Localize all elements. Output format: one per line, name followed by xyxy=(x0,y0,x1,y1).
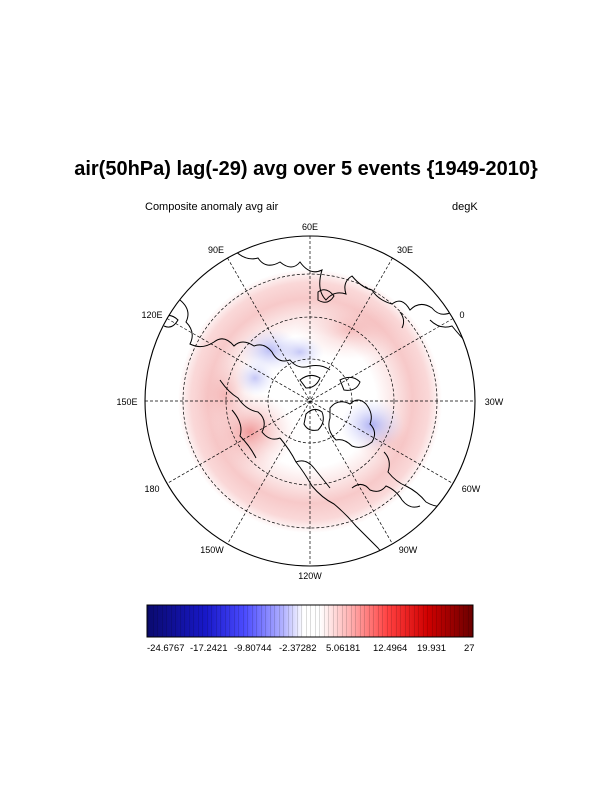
colorbar-label-0: -24.6767 xyxy=(147,643,185,654)
colorbar-label-3: -2.37282 xyxy=(279,643,317,654)
colorbar-label-4: 5.06181 xyxy=(326,643,361,654)
lon-label-90e: 90E xyxy=(208,245,224,255)
lon-label-60w: 60W xyxy=(462,484,481,494)
lon-label-30e: 30E xyxy=(397,245,413,255)
lon-label-150w: 150W xyxy=(200,545,224,555)
lon-label-150e: 150E xyxy=(116,397,137,407)
lon-label-120e: 120E xyxy=(141,310,162,320)
colorbar-label-2: -9.80744 xyxy=(234,643,272,654)
longitude-labels: 60E 30E 0 30W 60W 90W 120W 150W 180 150E… xyxy=(116,222,503,581)
colorbar xyxy=(146,604,474,638)
lon-label-0: 0 xyxy=(459,310,464,320)
colorbar-segments xyxy=(147,605,473,637)
plot-title: air(50hPa) lag(-29) avg over 5 events {1… xyxy=(74,158,538,180)
lon-label-180: 180 xyxy=(144,484,159,494)
colorbar-label-1: -17.2421 xyxy=(190,643,228,654)
colorbar-label-5: 12.4964 xyxy=(373,643,408,654)
lon-label-120w: 120W xyxy=(298,571,322,581)
colorbar-label-7: 27 xyxy=(464,643,475,654)
longitude-grid xyxy=(145,236,475,566)
lon-label-90w: 90W xyxy=(399,545,418,555)
subtitle-left: Composite anomaly avg air xyxy=(145,201,279,213)
lon-label-30w: 30W xyxy=(485,397,504,407)
colorbar-frame xyxy=(146,604,474,638)
colorbar-label-6: 19.931 xyxy=(417,643,447,654)
lon-label-60e: 60E xyxy=(302,222,318,232)
map-boundary xyxy=(144,235,476,567)
units-label: degK xyxy=(452,201,478,213)
